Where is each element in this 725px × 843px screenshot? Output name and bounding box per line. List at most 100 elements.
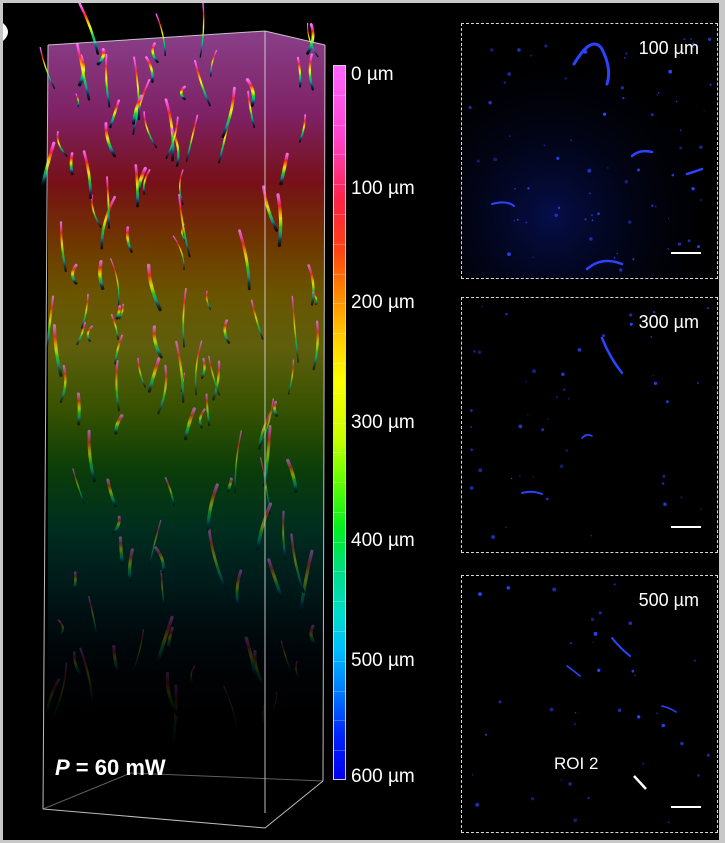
vessel-speckle [699,145,703,149]
vessel-segment [82,150,92,200]
vessel-segment [198,408,206,429]
vessel-speckle [593,631,598,636]
vessel-segment [73,571,77,590]
vessel-speckle [507,72,512,76]
vessel-speckle [634,674,636,677]
vessel-speckle [637,168,640,172]
vessel-speckle [584,218,587,221]
vessel-speckle [696,773,700,777]
vessel-speckle [703,110,705,112]
colorbar-tick [333,690,346,692]
vessel-speckle [559,464,564,469]
vessel-speckle [671,173,675,177]
vessel-speckle [514,187,516,190]
vessel-segment [306,23,315,55]
vessel-speckle [587,168,592,173]
vessel-segment [165,671,180,717]
vessel-segment [199,3,205,58]
colorbar-label-300: 300 µm [351,412,415,433]
vessel-segment [223,685,238,731]
colorbar-tick [333,750,346,752]
vessel-speckle [503,81,507,84]
vessel-speckle [530,55,532,57]
vessel-speckle [652,374,654,376]
vessel-speckle [506,586,511,590]
vessel-segment [45,295,55,349]
roi-marker [633,775,647,790]
vessel-segment [253,649,266,687]
colorbar-tick [333,541,346,543]
vessel-speckle [637,715,641,719]
vessel-speckle [625,52,628,55]
vessel-speckle [567,397,570,400]
vessel-speckle [663,502,667,506]
vessel-speckle [507,252,511,257]
vessel-speckle [490,48,494,52]
vessel-speckle [651,204,654,207]
vessel-speckle [560,779,562,781]
vessel-speckle [592,641,594,644]
vessel-speckle [667,247,669,250]
colorbar-label-600: 600 µm [351,766,415,787]
vessel-speckle [470,425,473,429]
vessel-segment [270,691,278,713]
vessel-segment [286,458,298,494]
vessel-segment [109,99,120,129]
vessel-segment [87,429,96,483]
vessel-segment [212,360,221,401]
vessel-speckle [590,534,593,537]
colorbar-tick [333,154,346,156]
colorbar-tick [333,124,346,126]
vessel-speckle [470,409,473,412]
vessel-segment [114,334,124,365]
vessel-speckle [691,187,695,191]
vessel-speckle [510,477,513,480]
vessel-speckle [518,475,521,477]
vessel-segment [276,193,283,248]
colorbar-tick [333,213,346,215]
vessel-segment [207,528,227,591]
panel-depth-label-300: 300 µm [638,312,699,332]
vessel-speckle [516,218,519,221]
vessel-segment [296,56,302,88]
vessel-segment [79,647,95,706]
panel-depth-label-100: 100 µm [638,38,699,58]
vessel-speckle [602,334,605,338]
vessel-speckle [556,156,560,160]
vessel-segment [126,226,133,253]
vessel-segment [57,619,64,636]
vessel-segment [106,478,117,508]
vessel-speckle [653,381,658,385]
vessel-speckle [577,348,582,352]
vessel-speckle [468,105,472,110]
vessel-speckle [509,135,511,138]
vessel-segment [306,22,319,58]
vessel-segment [154,546,165,574]
vessel-speckle [632,258,635,261]
vessel-speckle [596,212,600,216]
vessel-speckle [505,526,507,528]
vessel-speckle [473,350,476,353]
vessel-segment [245,78,256,108]
colorbar-tick [333,333,346,335]
vessel-speckle [607,167,609,169]
figure-frame: 0 µm 100 µm 200 µm 300 µm 400 µm 500 µm … [3,3,719,840]
vessel-segment [171,684,178,748]
vessel-segment [312,320,319,371]
vessel-segment [155,615,174,665]
vessel-segment [59,221,67,273]
vessel-speckle [476,159,480,163]
vessel-segment [75,93,80,108]
vessel-speckle [624,180,629,184]
vessel-segment [71,263,78,285]
vessel-speckle [591,219,594,221]
colorbar-tick [333,511,346,513]
vessel-speckle [623,57,626,59]
vessel-segment [147,357,161,393]
vessel-segment [206,483,219,531]
colorbar-tick [333,243,346,245]
vessel-segment [145,56,154,83]
colorbar-tick [333,482,346,484]
vessel-segment [110,313,119,340]
vessel-speckle [617,708,622,712]
